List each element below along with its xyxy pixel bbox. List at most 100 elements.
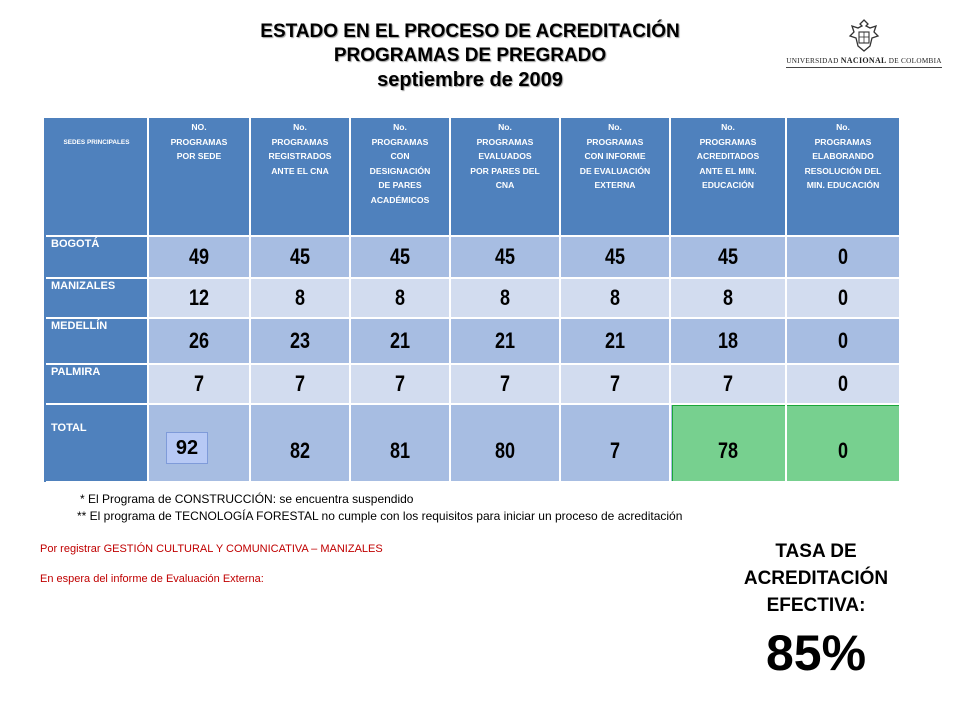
rate-label: TASA DE ACREDITACIÓN EFECTIVA: bbox=[706, 538, 926, 619]
logo-text-prefix: UNIVERSIDAD bbox=[786, 57, 841, 65]
column-header: No. PROGRAMAS ELABORANDO RESOLUCIÓN DEL MIN.… bbox=[786, 118, 900, 236]
column-header-line: PROGRAMAS bbox=[814, 136, 872, 147]
table-cell: 8 bbox=[394, 285, 406, 310]
corner-header: SEDES PRINCIPALES bbox=[45, 118, 148, 236]
column-header-text: No. PROGRAMAS REGISTRADOS ANTE EL CNA bbox=[268, 120, 331, 178]
grid-line bbox=[45, 481, 900, 483]
table-cell: 21 bbox=[494, 328, 516, 353]
grid-line bbox=[45, 235, 900, 237]
table-cell: 80 bbox=[494, 438, 516, 463]
table-cell: 0 bbox=[837, 438, 849, 463]
grid-line bbox=[45, 317, 900, 319]
table-cell: 7 bbox=[609, 438, 621, 463]
column-header-line: No. bbox=[836, 122, 850, 132]
column-header: No. PROGRAMAS CON INFORME DE EVALUACIÓN EXTE… bbox=[560, 118, 670, 236]
column-header-line: PROGRAMAS bbox=[170, 136, 228, 147]
table-cell: 26 bbox=[188, 328, 210, 353]
logo-text-bold: NACIONAL bbox=[840, 56, 887, 65]
rate-label-line-3: EFECTIVA: bbox=[766, 595, 866, 616]
column-header-line: ANTE EL CNA bbox=[271, 165, 329, 176]
column-header-line: DESIGNACIÓN bbox=[369, 165, 431, 176]
column-header-text: NO. PROGRAMAS POR SEDE bbox=[171, 120, 228, 164]
table-cell: 0 bbox=[837, 285, 849, 310]
logo-underline bbox=[786, 67, 942, 68]
table-cell: 0 bbox=[837, 244, 849, 269]
table-cell: 45 bbox=[717, 244, 739, 269]
pending-registration-note: Por registrar GESTIÓN CULTURAL Y COMUNIC… bbox=[40, 543, 383, 555]
column-header-line: No. bbox=[393, 122, 407, 132]
table-cell: 7 bbox=[193, 371, 205, 396]
column-header: NO. PROGRAMAS POR SEDE bbox=[148, 118, 250, 236]
grid-line bbox=[45, 277, 900, 279]
table-cell: 82 bbox=[289, 438, 311, 463]
column-header-line: DE PARES bbox=[378, 180, 422, 190]
column-header-line: NO. bbox=[191, 122, 207, 132]
column-header-line: EDUCACIÓN bbox=[701, 180, 755, 190]
table-cell: 23 bbox=[289, 328, 311, 353]
grid-line bbox=[44, 118, 46, 482]
title-date: septiembre de 2009 bbox=[377, 69, 563, 91]
column-header-line: CON INFORME bbox=[584, 151, 646, 161]
column-header: No. PROGRAMAS ACREDITADOS ANTE EL MIN. EDUCA… bbox=[670, 118, 786, 236]
table-cell: 45 bbox=[389, 244, 411, 269]
table-cell: 8 bbox=[499, 285, 511, 310]
grid-line bbox=[669, 118, 671, 482]
table-cell: 0 bbox=[837, 328, 849, 353]
table-cell: 12 bbox=[188, 285, 210, 310]
table-cell: 18 bbox=[717, 328, 739, 353]
rate-value: 85% bbox=[765, 625, 867, 681]
column-header-line: PROGRAMAS bbox=[699, 136, 757, 147]
grid-line bbox=[449, 118, 451, 482]
grid-line bbox=[249, 118, 251, 482]
table-row bbox=[148, 236, 900, 278]
table-cell: 81 bbox=[389, 438, 411, 463]
table-cell: 45 bbox=[494, 244, 516, 269]
grid-line bbox=[45, 363, 900, 365]
column-header-line: REGISTRADOS bbox=[268, 151, 332, 161]
column-header-line: CON bbox=[390, 151, 410, 161]
table-row bbox=[148, 318, 900, 364]
grid-line bbox=[349, 118, 351, 482]
table-cell: 7 bbox=[722, 371, 734, 396]
table-cell: 49 bbox=[188, 244, 210, 269]
coat-of-arms-icon bbox=[848, 19, 880, 52]
row-label: BOGOTÁ bbox=[45, 236, 148, 278]
column-header-line: POR PARES DEL bbox=[470, 165, 540, 176]
column-header-text: No. PROGRAMAS CON INFORME DE EVALUACIÓN EXTE… bbox=[580, 120, 651, 193]
row-label: MEDELLÍN bbox=[45, 318, 148, 364]
column-header-line: EXTERNA bbox=[594, 180, 636, 190]
grid-line bbox=[45, 403, 900, 405]
title-block: ESTADO EN EL PROCESO DE ACREDITACIÓN PRO… bbox=[150, 20, 790, 93]
logo-text-suffix: DE COLOMBIA bbox=[886, 57, 942, 65]
table-cell: 7 bbox=[294, 371, 306, 396]
table-cell: 7 bbox=[394, 371, 406, 396]
column-header-text: No. PROGRAMAS EVALUADOS POR PARES DEL CNA bbox=[470, 120, 540, 193]
table-cell: 8 bbox=[294, 285, 306, 310]
column-header-line: PROGRAMAS bbox=[476, 136, 534, 147]
table-cell: 45 bbox=[289, 244, 311, 269]
footnote-2: ** El programa de TECNOLOGÍA FORESTAL no… bbox=[77, 509, 683, 523]
title-line-1: ESTADO EN EL PROCESO DE ACREDITACIÓN bbox=[260, 21, 680, 42]
column-header-line: No. bbox=[721, 122, 735, 132]
column-header-line: PROGRAMAS bbox=[371, 136, 429, 147]
table-cell: 21 bbox=[389, 328, 411, 353]
grid-line bbox=[785, 118, 787, 482]
column-header-line: No. bbox=[293, 122, 307, 132]
column-header-text: No. PROGRAMAS CON DESIGNACIÓN DE PARES ACADÉM… bbox=[370, 120, 431, 207]
grid-line bbox=[147, 118, 149, 482]
column-header-line: CNA bbox=[495, 180, 515, 190]
footnote-1: * El Programa de CONSTRUCCIÓN: se encuen… bbox=[80, 492, 414, 506]
title-line-2: PROGRAMAS DE PREGRADO bbox=[333, 45, 607, 66]
column-header: No. PROGRAMAS CON DESIGNACIÓN DE PARES ACADÉM… bbox=[350, 118, 450, 236]
table-cell: 7 bbox=[609, 371, 621, 396]
column-header-line: PROGRAMAS bbox=[586, 136, 644, 147]
column-header-line: RESOLUCIÓN DEL bbox=[804, 165, 882, 176]
column-header-line: PROGRAMAS bbox=[271, 136, 329, 147]
column-header-line: POR SEDE bbox=[176, 151, 222, 161]
table-row bbox=[148, 278, 900, 318]
pending-evaluation-note: En espera del informe de Evaluación Exte… bbox=[40, 573, 264, 585]
table-cell: 7 bbox=[499, 371, 511, 396]
column-header-text: No. PROGRAMAS ACREDITADOS ANTE EL MIN. EDUCA… bbox=[697, 120, 759, 193]
table-cell: 21 bbox=[604, 328, 626, 353]
column-header-line: ELABORANDO bbox=[812, 151, 874, 161]
